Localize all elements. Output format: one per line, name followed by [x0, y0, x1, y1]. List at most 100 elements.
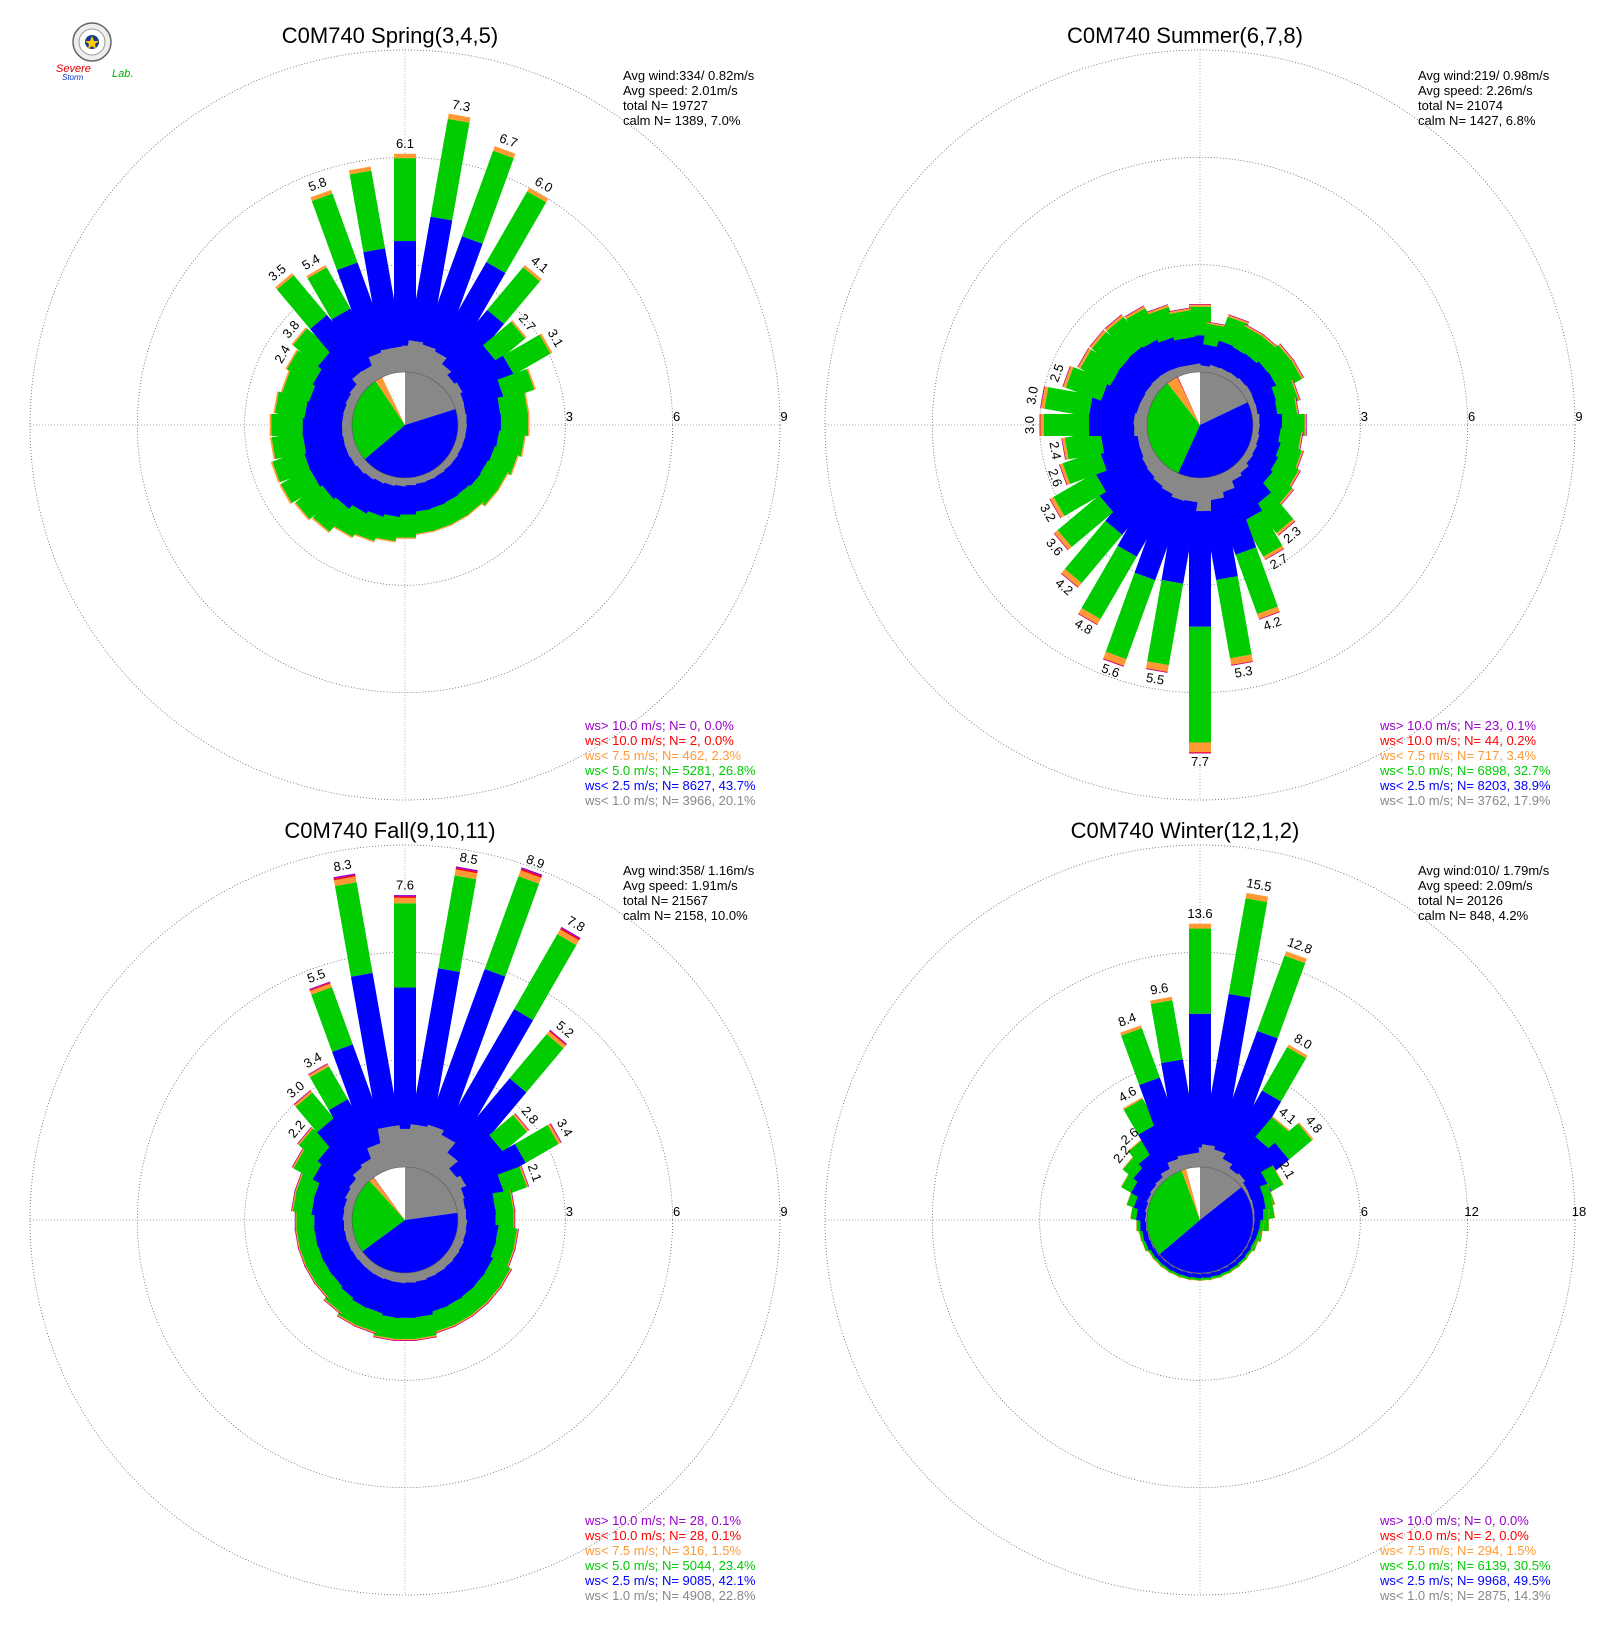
bar-segment — [354, 1326, 376, 1335]
bar-segment — [471, 1302, 489, 1318]
bar-label: 2.1 — [525, 1162, 545, 1184]
info-line: Avg speed: 2.09m/s — [1418, 878, 1533, 893]
bar-dir-310 — [291, 327, 372, 400]
ring-label: 6 — [1468, 409, 1475, 424]
bar-segment — [295, 482, 334, 520]
bar-segment — [547, 1123, 561, 1145]
bar-label: 9.6 — [1149, 980, 1169, 998]
bar-segment — [1121, 1028, 1160, 1085]
bar-segment — [290, 1189, 296, 1212]
info-line: Avg wind:219/ 0.98m/s — [1418, 68, 1550, 83]
ring-label: 3 — [566, 409, 573, 424]
bar-segment — [447, 345, 498, 392]
bar-segment — [1189, 923, 1211, 929]
bar-segment — [512, 1113, 529, 1132]
bar-segment — [1161, 1059, 1200, 1157]
bar-segment — [486, 191, 547, 274]
bar-segment — [1304, 414, 1307, 436]
bar-label: 5.3 — [1233, 663, 1253, 681]
bar-label: 7.6 — [396, 878, 414, 893]
bar-segment — [1059, 463, 1071, 486]
bar-segment — [308, 1063, 328, 1075]
bar-segment — [306, 265, 327, 279]
bar-segment — [514, 1113, 530, 1131]
bar-segment — [471, 1302, 489, 1317]
bar-segment — [333, 502, 367, 538]
bar-segment — [394, 1340, 416, 1341]
bar-segment — [482, 321, 526, 363]
legend-entry: ws> 10.0 m/s; N= 0, 0.0% — [1379, 1513, 1529, 1528]
bar-segment — [444, 455, 481, 491]
calm-pie — [351, 1166, 459, 1274]
legend-entry: ws< 7.5 m/s; N= 316, 1.5% — [584, 1543, 742, 1558]
bar-label: 13.6 — [1187, 906, 1212, 921]
bar-segment — [1150, 996, 1173, 1004]
bar-segment — [313, 1282, 329, 1300]
legend-entry: ws< 2.5 m/s; N= 8203, 38.9% — [1379, 778, 1551, 793]
pie-slice — [1178, 372, 1200, 425]
bar-segment — [514, 934, 577, 1021]
wind-rose-panel-2: 3 6 97.68.5 8.97.85.22.83.42.12.23.03.45.58… — [29, 818, 788, 1603]
bar-dir-20 — [412, 146, 516, 379]
bar-segment — [1279, 489, 1295, 507]
bar-segment — [394, 897, 416, 904]
bar-dir-20 — [412, 867, 543, 1174]
bar-segment — [1258, 344, 1293, 379]
bar-segment — [447, 1078, 527, 1167]
bar-segment — [453, 1315, 474, 1328]
bar-segment — [1044, 387, 1093, 417]
pie-outline — [351, 371, 459, 479]
ring-3 — [1039, 264, 1361, 586]
pie-slice — [352, 380, 405, 460]
bar-segment — [513, 1228, 519, 1251]
bar-segment — [1262, 333, 1280, 349]
bar-segment — [333, 874, 356, 881]
bar-segment — [513, 1209, 515, 1231]
bar-dir-170 — [1198, 475, 1253, 666]
bar-segment — [493, 146, 516, 159]
bar-segment — [311, 987, 353, 1052]
legend-entry: ws< 2.5 m/s; N= 9968, 49.5% — [1379, 1573, 1551, 1588]
bar-segment — [1118, 353, 1159, 394]
bar-segment — [333, 873, 356, 879]
ring-label: 3 — [1361, 409, 1368, 424]
panel-title: C0M740 Winter(12,1,2) — [1071, 818, 1300, 843]
bar-segment — [309, 982, 331, 991]
bar-segment — [294, 502, 310, 521]
bar-label: 8.4 — [1116, 1009, 1138, 1029]
bar-segment — [350, 972, 400, 1129]
bar-segment — [336, 1315, 357, 1327]
bar-segment — [497, 392, 529, 420]
bar-segment — [294, 1090, 313, 1107]
bar-segment — [470, 1301, 489, 1317]
bar-segment — [394, 987, 416, 1129]
bar-segment — [1123, 1098, 1158, 1135]
bar-segment — [1287, 1044, 1308, 1059]
bar-dir-310 — [1089, 329, 1167, 400]
legend-entry: ws< 7.5 m/s; N= 294, 1.5% — [1379, 1543, 1537, 1558]
legend-entry: ws< 5.0 m/s; N= 6139, 30.5% — [1379, 1558, 1551, 1573]
bar-segment — [1064, 431, 1105, 460]
bar-segment — [1124, 305, 1146, 320]
bar-segment — [1124, 305, 1144, 317]
bar-segment — [394, 1317, 416, 1339]
panel-title: C0M740 Fall(9,10,11) — [284, 818, 495, 843]
bar-segment — [1117, 483, 1173, 557]
legend-entry: ws> 10.0 m/s; N= 0, 0.0% — [584, 718, 734, 733]
bar-segment — [1106, 316, 1146, 358]
bar-segment — [1078, 613, 1098, 625]
bar-label: 15.5 — [1245, 875, 1273, 894]
bar-segment — [1254, 492, 1294, 534]
bar-segment — [1147, 304, 1168, 313]
bar-segment — [484, 876, 540, 977]
bar-segment — [363, 248, 403, 351]
bar-segment — [347, 472, 384, 514]
bar-segment — [1062, 366, 1074, 388]
bar-segment — [336, 262, 390, 358]
bar-segment — [311, 193, 358, 271]
bar-segment — [1202, 993, 1251, 1148]
bar-segment — [1101, 380, 1144, 414]
wind-rose-panel-0: 3 6 96.17.36.76.04.12.73.12.43.83.5 5.45.8C… — [29, 23, 788, 808]
bar-segment — [373, 1336, 395, 1342]
bar-segment — [333, 526, 353, 539]
